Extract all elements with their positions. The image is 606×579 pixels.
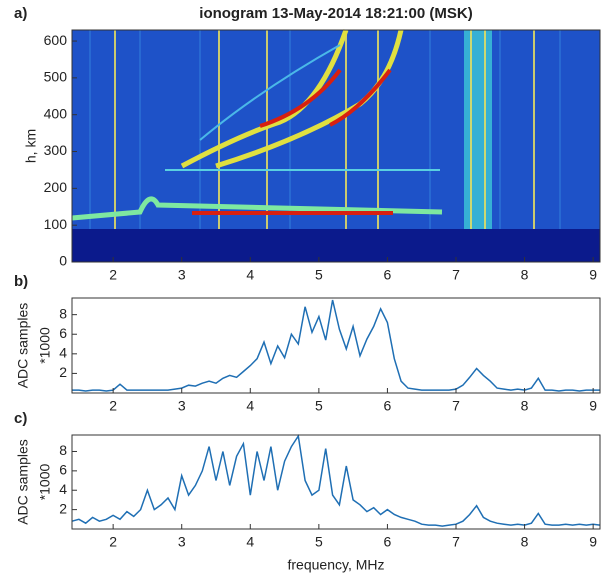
x-tick-label: 6 [384,534,392,550]
x-tick-label: 5 [315,267,323,283]
panel-label: b) [14,273,28,290]
x-tick-label: 7 [452,267,460,283]
x-tick-label: 4 [246,267,254,283]
y-tick-label: 500 [44,69,68,85]
y-tick-label: 6 [59,462,67,478]
chart-title: ionogram 13-May-2014 18:21:00 (MSK) [199,5,472,22]
x-tick-label: 2 [109,398,117,414]
x-tick-label: 7 [452,398,460,414]
y-tick-label: 2 [59,364,67,380]
y-tick-label: 6 [59,325,67,341]
y-tick-label: 4 [59,481,67,497]
x-tick-label: 4 [246,534,254,550]
x-tick-label: 9 [589,534,597,550]
y-tick-label: 100 [44,216,68,232]
data-line [72,299,600,392]
y-tick-label: 400 [44,105,68,121]
plot-frame [71,29,601,263]
x-tick-label: 3 [178,534,186,550]
y-tick-label: 300 [44,142,68,158]
x-tick-label: 4 [246,398,254,414]
ionogram-image [71,29,600,262]
plot-frame [71,297,601,394]
y-tick-label: 4 [59,345,67,361]
x-tick-label: 7 [452,534,460,550]
x-tick-label: 6 [384,267,392,283]
x-tick-label: 9 [589,398,597,414]
panel-label: c) [14,410,27,427]
y-axis-label: ADC samples [15,303,31,389]
x-tick-label: 9 [589,267,597,283]
x-tick-label: 8 [521,267,529,283]
x-tick-label: 6 [384,398,392,414]
x-tick-label: 5 [315,534,323,550]
y-axis-label: ADC samples [15,439,31,525]
y-axis-label: *1000 [37,463,53,500]
y-tick-label: 8 [59,305,67,321]
y-tick-label: 200 [44,179,68,195]
x-tick-label: 3 [178,398,186,414]
x-tick-label: 2 [109,267,117,283]
plot-frame [71,434,601,530]
y-tick-label: 0 [59,253,67,269]
y-axis-label: h, km [23,129,39,163]
x-tick-label: 5 [315,398,323,414]
panel-label: a) [14,5,27,22]
data-line [71,433,601,527]
y-tick-label: 2 [59,500,67,516]
y-tick-label: 8 [59,442,67,458]
x-tick-label: 8 [521,398,529,414]
x-axis-label: frequency, MHz [288,557,385,573]
x-tick-label: 2 [109,534,117,550]
y-tick-label: 600 [44,32,68,48]
y-axis-label: *1000 [37,327,53,364]
x-tick-label: 3 [178,267,186,283]
x-tick-label: 8 [521,534,529,550]
